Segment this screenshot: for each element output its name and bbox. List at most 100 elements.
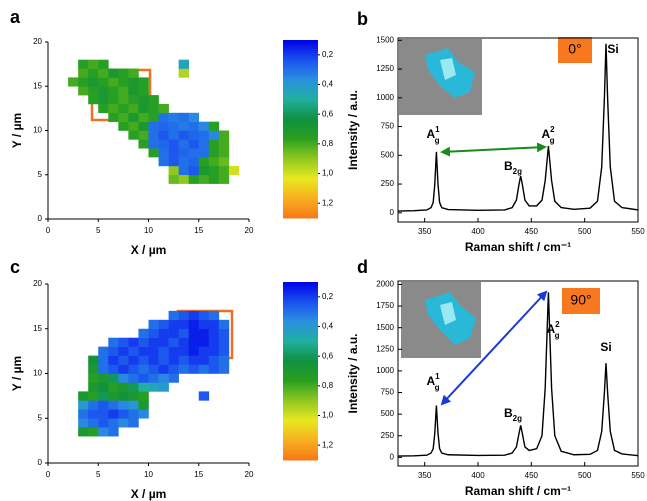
heatmap-cell	[138, 328, 149, 338]
peak-label-sub: g	[435, 383, 440, 392]
heatmap-cell	[118, 121, 129, 131]
colorbar-segment	[283, 344, 318, 348]
colorbar-segment	[283, 157, 318, 161]
heatmap-cell	[88, 364, 99, 374]
peak-label-sup: 2	[555, 320, 560, 329]
colorbar-segment	[283, 315, 318, 319]
colorbar-segment	[283, 60, 318, 63]
heatmap-cell	[148, 337, 159, 347]
heatmap-cell	[98, 95, 109, 105]
heatmap-cell	[88, 391, 99, 401]
colorbar-segment	[283, 415, 318, 419]
x-tick-label: 500	[578, 227, 592, 236]
colorbar-segment	[283, 402, 318, 405]
y-tick-label: 0	[390, 452, 395, 461]
y-axis-label: Y / µm	[10, 356, 24, 391]
colorbar-segment	[283, 146, 318, 150]
heatmap-cell	[138, 139, 149, 149]
plot-frame	[397, 37, 639, 223]
badge: 0°	[568, 41, 581, 57]
y-tick-label: 5	[38, 413, 43, 422]
colorbar-tick-label: 0,2	[322, 50, 334, 59]
colorbar-segment	[283, 286, 318, 290]
heatmap-cell	[178, 148, 189, 158]
heatmap-cell	[88, 77, 99, 87]
heatmap-cell	[198, 337, 210, 347]
heatmap-cell	[158, 157, 169, 167]
heatmap-cell	[158, 355, 169, 365]
heatmap-cell	[188, 148, 200, 158]
heatmap-cell	[108, 346, 119, 356]
heatmap-cell	[108, 103, 119, 114]
heatmap-cell	[218, 165, 230, 176]
spectrum-line	[397, 43, 639, 212]
colorbar-segment	[283, 446, 318, 450]
heatmap-cell	[178, 319, 189, 330]
heatmap-cell	[128, 355, 139, 365]
colorbar-segment	[283, 373, 318, 376]
colorbar-segment	[283, 364, 318, 368]
heatmap-cell	[118, 391, 129, 401]
colorbar-segment	[283, 357, 318, 361]
heatmap-cell	[138, 400, 149, 410]
colorbar-segment	[283, 437, 318, 441]
y-tick-label: 1750	[376, 301, 394, 310]
colorbar-segment	[283, 293, 318, 296]
heatmap-cell	[98, 77, 109, 87]
heatmap-cell	[188, 319, 200, 330]
peak-label-base: A	[541, 127, 550, 141]
heatmap-cell	[148, 139, 159, 149]
heatmap-cell	[178, 355, 189, 365]
heatmap-cell	[178, 121, 189, 131]
heatmap-cell	[118, 103, 129, 114]
peak-label-sup: 2	[550, 125, 555, 134]
colorbar-segment	[283, 171, 318, 174]
heatmap-cell	[218, 148, 230, 158]
colorbar-tick-label: 0,6	[322, 109, 334, 118]
colorbar-segment	[283, 350, 318, 354]
heatmap-cell	[188, 130, 200, 140]
colorbar-segment	[283, 346, 318, 350]
colorbar-segment	[283, 426, 318, 430]
colorbar-segment	[283, 366, 318, 370]
y-tick-label: 500	[381, 409, 395, 418]
heatmap-cell	[128, 130, 139, 140]
heatmap-cell	[118, 86, 129, 96]
heatmap-cell	[98, 68, 109, 78]
heatmap-cell	[198, 346, 210, 356]
colorbar-segment	[283, 151, 318, 154]
heatmap-cell	[128, 95, 139, 105]
heatmap-cell	[98, 427, 109, 437]
colorbar-segment	[283, 153, 318, 157]
colorbar-segment	[283, 306, 318, 310]
colorbar-segment	[283, 302, 318, 305]
colorbar-segment	[283, 209, 318, 212]
y-tick-label: 5	[38, 170, 43, 179]
heatmap-cell	[98, 355, 109, 365]
heatmap-cell	[128, 68, 139, 78]
colorbar-segment	[283, 131, 318, 134]
arrow	[440, 142, 547, 157]
heatmap-cell	[148, 382, 159, 392]
heatmap-cell	[188, 121, 200, 131]
heatmap-cell	[78, 68, 89, 78]
colorbar-segment	[283, 108, 318, 112]
heatmap-cell	[138, 373, 149, 383]
colorbar-segment	[283, 82, 318, 85]
heatmap-cell	[178, 59, 189, 69]
colorbar-segment	[283, 55, 318, 59]
peak-label-sub: 2g	[513, 414, 522, 423]
heatmap-cell	[168, 112, 179, 122]
colorbar-segment	[283, 149, 318, 152]
heatmap-cell	[188, 112, 200, 122]
heatmap-cell	[108, 68, 119, 78]
colorbar-segment	[283, 57, 318, 61]
heatmap-cell	[128, 400, 139, 410]
y-tick-label: 2000	[376, 280, 394, 289]
heatmap-cell	[168, 346, 179, 356]
heatmap-cell	[138, 391, 149, 401]
colorbar-segment	[283, 371, 318, 374]
heatmap-cell	[188, 174, 200, 184]
heatmap-cell	[188, 165, 200, 176]
heatmap-cell	[178, 346, 189, 356]
